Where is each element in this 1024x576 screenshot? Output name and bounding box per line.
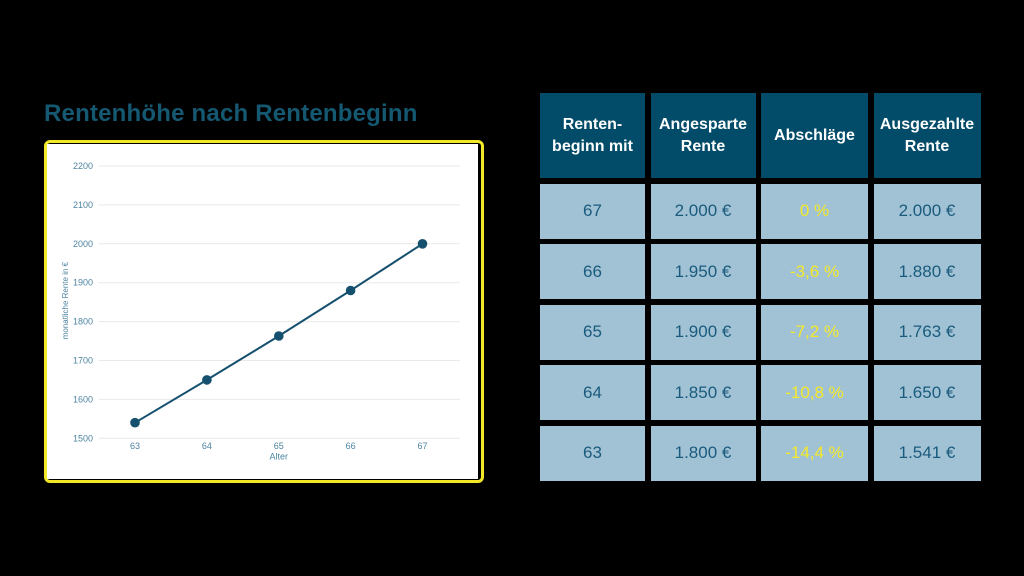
svg-text:1800: 1800 — [73, 317, 93, 327]
svg-text:66: 66 — [346, 441, 356, 451]
svg-text:1500: 1500 — [73, 433, 93, 443]
svg-text:1600: 1600 — [73, 394, 93, 404]
svg-text:65: 65 — [274, 441, 284, 451]
svg-text:2000: 2000 — [73, 239, 93, 249]
svg-text:64: 64 — [202, 441, 212, 451]
svg-text:monatliche Rente in €: monatliche Rente in € — [61, 261, 70, 339]
svg-text:2100: 2100 — [73, 200, 93, 210]
svg-text:2200: 2200 — [73, 161, 93, 171]
svg-text:67: 67 — [417, 441, 427, 451]
svg-text:1900: 1900 — [73, 278, 93, 288]
svg-text:1700: 1700 — [73, 356, 93, 366]
svg-text:63: 63 — [130, 441, 140, 451]
svg-text:Alter: Alter — [270, 452, 289, 462]
